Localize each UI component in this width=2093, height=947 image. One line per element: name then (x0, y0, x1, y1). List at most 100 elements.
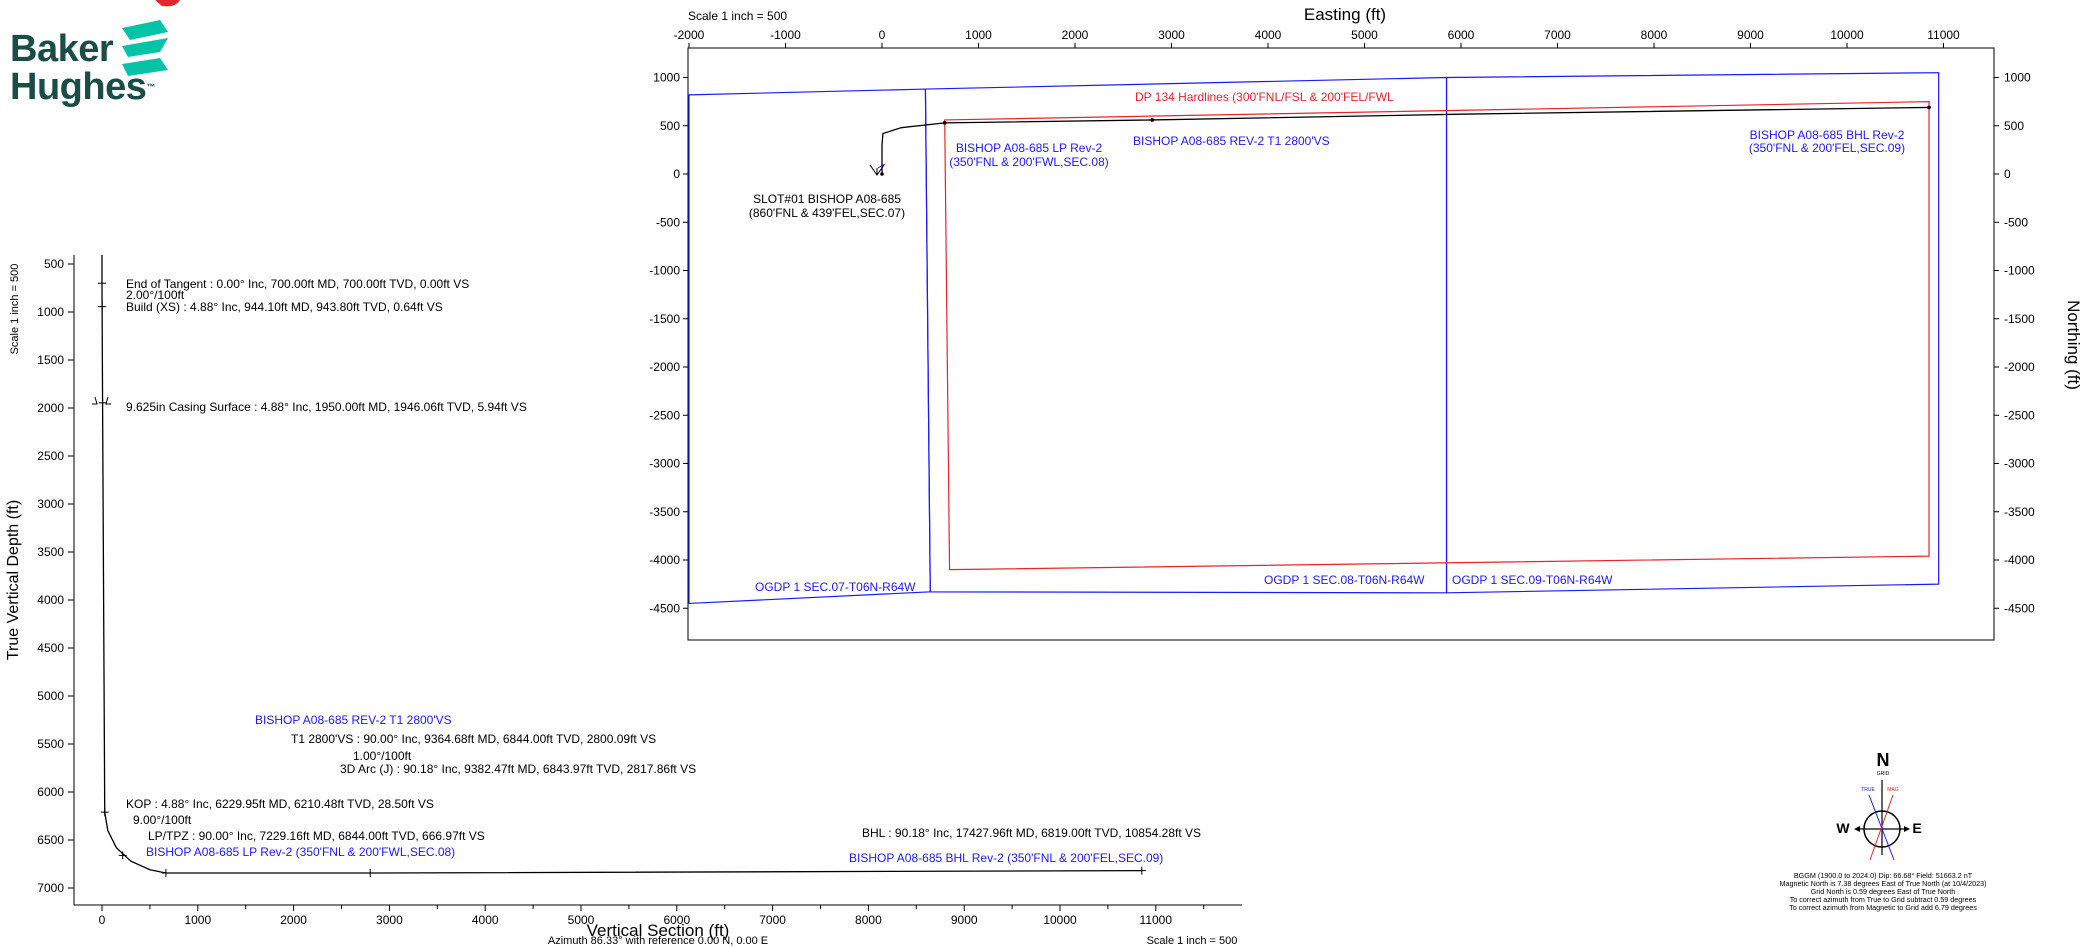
section-x-tick-label: 7000 (759, 913, 786, 927)
casing-shoe-icon (92, 396, 111, 405)
plan-x-tick-label: 5000 (1351, 28, 1378, 42)
section-boundary (1445, 72, 1940, 594)
section-y-ticks: 500 1000 1500 2000 2500 3000 3500 4000 4500 5000 5… (37, 257, 74, 895)
east-letter: E (1912, 820, 1921, 836)
section-y-tick-label: 5000 (37, 689, 64, 703)
hardline-polygon (944, 101, 1930, 571)
plan-y-tick-label-left: 0 (673, 167, 680, 181)
plan-t1-label: BISHOP A08-685 REV-2 T1 2800'VS (1133, 134, 1330, 148)
section-x-tick-label: 6000 (663, 913, 690, 927)
section-x-tick-label: 8000 (855, 913, 882, 927)
plan-y-tick-label-left: -1500 (649, 312, 680, 326)
logo-line-2-text: Hughes (10, 66, 147, 108)
plan-y-ticks: 1000 1000 500 500 0 0 -500 -500 -1000 -1000 -1500 -… (649, 71, 2035, 616)
logo-line-2: Hughes™ (10, 68, 155, 106)
plan-x-tick-label: 4000 (1255, 28, 1282, 42)
kop-label: KOP : 4.88° Inc, 6229.95ft MD, 6210.48ft… (126, 797, 434, 811)
eot-label: End of Tangent : 0.00° Inc, 700.00ft MD,… (126, 277, 469, 291)
company-logo: Baker Hughes™ (10, 30, 155, 106)
plan-point-marker (942, 121, 947, 125)
plan-wellpath-line (881, 106, 1930, 174)
section-y-tick-label: 4500 (37, 641, 64, 655)
plan-y-tick-label-left: -4500 (649, 601, 680, 615)
plan-y-tick-label-right: -1500 (2004, 312, 2035, 326)
plan-x-tick-label: 2000 (1062, 28, 1089, 42)
magnetic-notes: BGGM (1900.0 to 2024.0) Dip: 66.68° Fiel… (1780, 871, 1987, 912)
top-banner-fragment (155, 0, 180, 7)
plan-x-tick-label: 10000 (1830, 28, 1864, 42)
lp-title-label: BISHOP A08-685 LP Rev-2 (350'FNL & 200'F… (146, 845, 455, 859)
slot-label-2: (860'FNL & 439'FEL,SEC.07) (749, 206, 905, 220)
bhl-label: BHL : 90.18° Inc, 17427.96ft MD, 6819.00… (862, 826, 1201, 840)
magnetic-note-line: To correct azimuth from True to Grid sub… (1790, 895, 1977, 904)
plan-view-chart: -2000 -1000 0 1000 2000 3000 4000 5000 6000 7000 8… (649, 5, 2083, 641)
plan-y-tick-label-right: -1000 (2004, 264, 2035, 278)
section-x-tick-label: 4000 (472, 913, 499, 927)
plan-y-tick-label-left: -4000 (649, 553, 680, 567)
section-x-tick-label: 1000 (184, 913, 211, 927)
plan-y-tick-label-left: -2500 (649, 408, 680, 422)
plan-x-ticks: -2000 -1000 0 1000 2000 3000 4000 5000 6000 7000 8… (674, 28, 1960, 48)
plan-y-tick-label-right: -500 (2004, 215, 2028, 229)
north-letter: N (1877, 750, 1890, 770)
dls3-label: 9.00°/100ft (133, 813, 192, 827)
section-x-tick-label: 5000 (568, 913, 595, 927)
plan-x-tick-label: 1000 (965, 28, 992, 42)
t1-title-label: BISHOP A08-685 REV-2 T1 2800'VS (255, 713, 452, 727)
section-y-tick-label: 6000 (37, 785, 64, 799)
plan-bhl-label-2: (350'FNL & 200'FEL,SEC.09) (1749, 141, 1905, 155)
plan-x-tick-label: 9000 (1737, 28, 1764, 42)
mag-label: MAG (1887, 787, 1899, 793)
plan-point-marker (1150, 118, 1154, 122)
section-y-axis-title: True Vertical Depth (ft) (5, 500, 22, 660)
section-y-tick-label: 6500 (37, 833, 64, 847)
logo-line-1: Baker (10, 28, 114, 70)
section-x-tick-label: 10000 (1043, 913, 1077, 927)
section-x-axis-title: Vertical Section (ft) (587, 921, 730, 940)
section-scale-bottom: Scale 1 inch = 500 (1147, 935, 1238, 947)
plan-point-marker (1927, 105, 1931, 110)
plan-lp-label-2: (350'FNL & 200'FWL,SEC.08) (949, 155, 1109, 169)
plan-x-tick-label: 11000 (1927, 28, 1960, 42)
slot-label-1: SLOT#01 BISHOP A08-685 (753, 192, 901, 206)
casing-label: 9.625in Casing Surface : 4.88° Inc, 1950… (126, 400, 527, 414)
section-y-tick-label: 500 (44, 257, 64, 271)
section-markers (98, 279, 1146, 878)
plan-x-tick-label: -1000 (770, 28, 801, 42)
section-wellpath-line (101, 255, 1142, 874)
west-letter: W (1836, 820, 1850, 836)
plan-y-tick-label-right: -3000 (2004, 457, 2035, 471)
compass-icon (1854, 780, 1910, 861)
section-y-tick-label: 3500 (37, 545, 64, 559)
plan-scale-label: Scale 1 inch = 500 (688, 9, 787, 23)
section-y-tick-label: 2000 (37, 401, 64, 415)
section-08-label: OGDP 1 SEC.08-T06N-R64W (1264, 573, 1425, 587)
section-y-tick-label: 1000 (37, 305, 64, 319)
plan-y-tick-label-left: -3500 (649, 505, 680, 519)
plan-x-tick-label: 0 (879, 28, 886, 42)
plan-x-tick-label: -2000 (674, 28, 705, 42)
arc-label: 3D Arc (J) : 90.18° Inc, 9382.47ft MD, 6… (340, 762, 696, 776)
magnetic-note-line: To correct azimuth from Magnetic to Grid… (1789, 903, 1977, 912)
plan-y-tick-label-left: -2000 (649, 360, 680, 374)
plan-y-tick-label-right: -2500 (2004, 408, 2035, 422)
section-y-tick-label: 2500 (37, 449, 64, 463)
lp-label: LP/TPZ : 90.00° Inc, 7229.16ft MD, 6844.… (148, 829, 485, 843)
plan-y-tick-label-left: 500 (660, 119, 680, 133)
dls2-label: 1.00°/100ft (353, 749, 412, 763)
plan-y-tick-label-right: -3500 (2004, 505, 2035, 519)
section-x-ticks: 0 1000 2000 3000 4000 5000 6000 7000 8000 9000 100… (99, 905, 1205, 927)
plan-y-tick-label-left: -1000 (649, 264, 680, 278)
vertical-section-chart: 0 1000 2000 3000 4000 5000 6000 7000 8000 9000 100… (5, 255, 1242, 947)
section-x-tick-label: 0 (99, 913, 106, 927)
section-x-tick-label: 11000 (1140, 913, 1173, 927)
true-label: TRUE (1861, 787, 1875, 793)
logo-mark-icon (122, 20, 168, 76)
north-arrow-block: N GRID TRUE MAG W E BGGM (1900.0 to 2024… (1780, 750, 1987, 912)
section-07-label: OGDP 1 SEC.07-T06N-R64W (755, 580, 916, 594)
dls1-label: 2.00°/100ft (126, 288, 185, 302)
plan-bhl-label-1: BISHOP A08-685 BHL Rev-2 (1750, 128, 1905, 142)
slot-symbol-icon (869, 163, 886, 176)
plan-x-axis-title: Easting (ft) (1304, 5, 1386, 24)
